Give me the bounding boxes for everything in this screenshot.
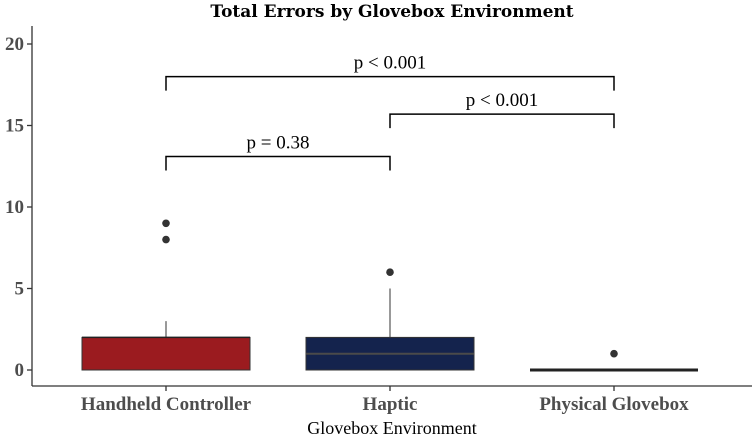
- p-value-label: p < 0.001: [354, 53, 426, 74]
- bracket-line: [165, 75, 615, 91]
- x-tick-label: Handheld Controller: [81, 394, 252, 415]
- axes: [31, 26, 752, 387]
- box-series: [81, 219, 698, 372]
- outlier-point: [610, 349, 618, 358]
- y-tick-label: 20: [5, 34, 24, 55]
- box-body: [81, 336, 251, 371]
- y-tick-label: 0: [15, 360, 25, 381]
- significance-bracket: p < 0.001: [165, 53, 615, 91]
- significance-brackets: p < 0.001 p < 0.001 p = 0.38: [165, 53, 615, 171]
- significance-bracket: p < 0.001: [389, 90, 615, 129]
- outlier-point: [386, 268, 394, 277]
- box-haptic: [305, 268, 475, 371]
- bracket-line: [165, 155, 391, 171]
- outlier-point: [162, 219, 170, 228]
- y-tick-label: 10: [5, 197, 24, 218]
- y-tick-label: 5: [15, 279, 25, 300]
- x-axis-ticks: Handheld Controller Haptic Physical Gloveb…: [81, 386, 689, 415]
- y-axis-ticks: 0 5 10 15 20: [5, 34, 32, 381]
- box-handheld-controller: [81, 219, 251, 371]
- chart-title: Total Errors by Glovebox Environment: [210, 2, 573, 22]
- y-tick-label: 15: [5, 116, 24, 137]
- x-tick-label: Haptic: [363, 394, 418, 415]
- bracket-line: [389, 113, 615, 129]
- x-tick-label: Physical Glovebox: [539, 394, 689, 415]
- p-value-label: p = 0.38: [247, 132, 310, 153]
- x-axis-label: Glovebox Environment: [307, 418, 476, 437]
- p-value-label: p < 0.001: [466, 90, 538, 111]
- outlier-point: [162, 235, 170, 244]
- significance-bracket: p = 0.38: [165, 132, 391, 171]
- box-physical-glovebox: [530, 349, 698, 372]
